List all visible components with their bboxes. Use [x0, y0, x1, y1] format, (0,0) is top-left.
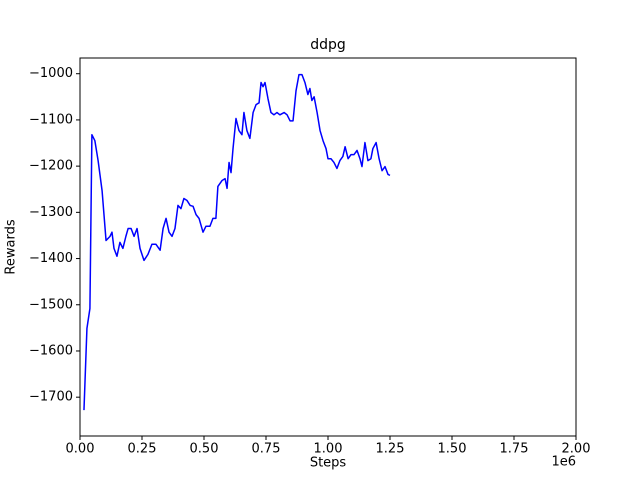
plot-frame: [79, 57, 577, 437]
x-axis-label: Steps: [310, 456, 347, 471]
chart-title: ddpg: [310, 37, 346, 53]
x-tick-label: 1.00: [314, 442, 343, 457]
y-tick-label: −1600: [29, 343, 73, 358]
x-tick-label: 1.75: [500, 442, 529, 457]
y-tick-label: −1400: [29, 251, 73, 266]
y-tick-label: −1500: [29, 297, 73, 312]
y-tick-label: −1700: [29, 390, 73, 405]
x-tick-label: 0.00: [66, 442, 95, 457]
y-tick-label: −1100: [29, 112, 73, 127]
x-tick-label: 0.75: [252, 442, 281, 457]
y-tick-label: −1300: [29, 205, 73, 220]
x-tick-label: 1.25: [376, 442, 405, 457]
data-line: [83, 73, 391, 411]
x-offset-label: 1e6: [551, 455, 576, 470]
x-tick-label: 0.25: [128, 442, 157, 457]
y-tick-label: −1000: [29, 66, 73, 81]
x-tick-label: 1.50: [438, 442, 467, 457]
x-tick-label: 2.00: [562, 442, 591, 457]
y-tick-label: −1200: [29, 159, 73, 174]
y-axis-label: Rewards: [4, 219, 19, 274]
x-tick-label: 0.50: [190, 442, 219, 457]
